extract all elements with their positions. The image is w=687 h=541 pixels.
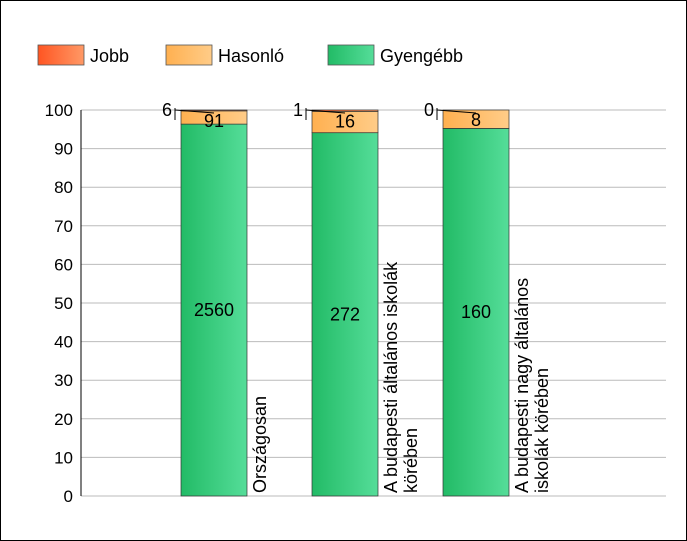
data-label-1-1: 16 bbox=[335, 111, 355, 131]
data-label-0-0: 6 bbox=[162, 100, 172, 120]
y-tick-label-0: 0 bbox=[64, 487, 73, 506]
category-label-line-1-0: A budapesti általános iskolák bbox=[381, 261, 401, 493]
y-tick-label-8: 80 bbox=[54, 178, 73, 197]
y-tick-label-7: 70 bbox=[54, 217, 73, 236]
legend-swatch-2 bbox=[327, 44, 375, 66]
data-label-1-2: 272 bbox=[330, 304, 360, 324]
y-tick-label-1: 10 bbox=[54, 448, 73, 467]
legend: Jobb Hasonló Gyengébb bbox=[37, 44, 463, 66]
y-axis: 0 10 20 30 40 50 60 70 80 90 100 bbox=[45, 101, 82, 506]
bar-0-2 bbox=[180, 123, 248, 497]
y-tick-label-6: 60 bbox=[54, 255, 73, 274]
y-tick-label-10: 100 bbox=[45, 101, 73, 120]
y-tick-label-4: 40 bbox=[54, 333, 73, 352]
legend-label-2: Gyengébb bbox=[380, 46, 463, 66]
data-label-0-2: 2560 bbox=[194, 300, 234, 320]
legend-label-0: Jobb bbox=[90, 46, 129, 66]
category-label-line-1-1: körében bbox=[401, 428, 421, 493]
leader-line-0 bbox=[174, 109, 215, 114]
leader-line-2 bbox=[436, 109, 477, 114]
y-tick-label-2: 20 bbox=[54, 410, 73, 429]
category-label-2: A budapesti nagy általános iskolák körébe… bbox=[512, 278, 552, 493]
data-label-2-2: 160 bbox=[461, 302, 491, 322]
category-label-0: Országosan bbox=[250, 396, 270, 493]
bars: 2560 91 6 272 16 1 160 8 0 bbox=[162, 100, 510, 497]
legend-swatch-1 bbox=[165, 44, 213, 66]
category-label-line-0-0: Országosan bbox=[250, 396, 270, 493]
bar-2-1 bbox=[442, 109, 510, 129]
data-label-2-1: 8 bbox=[471, 110, 481, 130]
category-label-line-2-1: iskolák körében bbox=[532, 368, 552, 493]
category-label-1: A budapesti általános iskolák körében bbox=[381, 261, 421, 493]
y-tick-label-3: 30 bbox=[54, 371, 73, 390]
y-tick-label-9: 90 bbox=[54, 140, 73, 159]
bar-1-2 bbox=[311, 132, 379, 497]
category-labels: Országosan A budapesti általános iskolák k… bbox=[250, 261, 552, 493]
y-tick-label-5: 50 bbox=[54, 294, 73, 313]
legend-label-1: Hasonló bbox=[218, 46, 284, 66]
data-label-2-0: 0 bbox=[424, 100, 434, 120]
legend-swatch-0 bbox=[37, 44, 85, 66]
category-label-line-2-0: A budapesti nagy általános bbox=[512, 278, 532, 493]
data-label-1-0: 1 bbox=[293, 100, 303, 120]
leader-line-1 bbox=[305, 109, 346, 114]
data-label-0-1: 91 bbox=[204, 111, 224, 131]
